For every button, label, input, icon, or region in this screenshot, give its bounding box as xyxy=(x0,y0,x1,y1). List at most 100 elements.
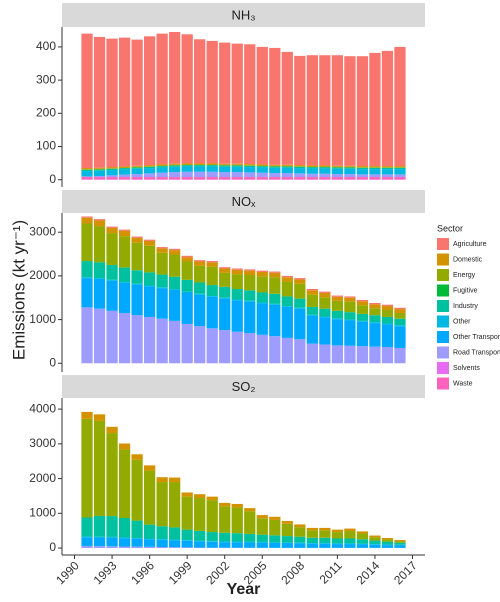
bar-segment xyxy=(331,168,344,175)
bar-segment xyxy=(394,540,406,542)
bar-segment xyxy=(131,237,143,243)
y-tick-label: 100 xyxy=(36,139,56,153)
bar-segment xyxy=(306,167,318,169)
bar-segment xyxy=(118,518,131,538)
bar-segment xyxy=(244,290,256,301)
bar-segment xyxy=(281,277,293,282)
bar-segment xyxy=(169,250,181,255)
bar-segment xyxy=(93,308,106,364)
bar-segment xyxy=(169,276,181,290)
bar-segment xyxy=(156,539,168,540)
bar-segment xyxy=(281,520,293,524)
y-tick-label: 3000 xyxy=(29,436,56,450)
bar-segment xyxy=(106,537,118,547)
bar-segment xyxy=(81,217,93,224)
bar-segment xyxy=(331,296,344,301)
bar-segment xyxy=(281,296,293,307)
bar-segment xyxy=(194,530,206,541)
bar-segment xyxy=(81,33,93,169)
bar-segment xyxy=(256,172,268,178)
bar-segment xyxy=(331,345,344,364)
bar-segment xyxy=(156,248,168,253)
bar-segment xyxy=(344,174,356,178)
bar-segment xyxy=(269,177,281,180)
bar-segment xyxy=(319,344,331,364)
bar-segment xyxy=(369,167,381,168)
x-tick-label: 2008 xyxy=(278,558,307,587)
bar-segment xyxy=(394,326,406,348)
bar-segment xyxy=(194,165,206,167)
bar-segment xyxy=(143,272,156,286)
bar-segment xyxy=(281,543,293,548)
bar-segment xyxy=(269,271,281,273)
bar-segment xyxy=(331,295,344,297)
bar-segment xyxy=(231,542,243,548)
legend-label: Other xyxy=(453,318,471,325)
bar-segment xyxy=(319,537,331,544)
bar-segment xyxy=(81,177,93,180)
bar-segment xyxy=(118,229,131,231)
bar-segment xyxy=(231,299,243,301)
bar-segment xyxy=(81,223,93,262)
bar-segment xyxy=(344,312,356,320)
bar-segment xyxy=(269,277,281,294)
bar-segment xyxy=(394,318,406,326)
bar-segment xyxy=(369,52,381,167)
bar-segment xyxy=(244,301,256,334)
bar-segment xyxy=(319,543,331,544)
bar-segment xyxy=(106,170,118,176)
bar-segment xyxy=(344,165,356,167)
bar-segment xyxy=(344,177,356,180)
bar-segment xyxy=(306,55,318,166)
bar-segment xyxy=(93,262,106,279)
bar-segment xyxy=(143,316,156,364)
bar-segment xyxy=(219,506,231,533)
bar-segment xyxy=(194,294,206,327)
bar-segment xyxy=(206,296,218,329)
bar-segment xyxy=(118,282,131,283)
bar-segment xyxy=(356,301,369,306)
bar-segment xyxy=(219,330,231,364)
bar-segment xyxy=(194,164,206,166)
bar-segment xyxy=(369,308,381,316)
facet-strip xyxy=(62,3,425,27)
bar-segment xyxy=(231,331,243,364)
legend-key xyxy=(437,269,449,281)
bar-segment xyxy=(344,297,356,302)
bar-segment xyxy=(106,280,118,311)
bar-segment xyxy=(319,173,331,178)
bar-segment xyxy=(169,31,181,164)
bar-segment xyxy=(344,543,356,545)
bar-segment xyxy=(206,541,218,548)
bar-segment xyxy=(344,56,356,166)
bar-segment xyxy=(294,307,306,309)
legend-key xyxy=(437,253,449,266)
bar-segment xyxy=(169,248,181,251)
bar-segment xyxy=(256,292,268,303)
y-tick-label: 200 xyxy=(36,105,56,119)
bar-segment xyxy=(106,233,118,265)
bar-segment xyxy=(306,166,318,168)
bar-segment xyxy=(344,301,356,313)
bar-segment xyxy=(231,274,243,290)
bar-segment xyxy=(269,164,281,166)
bar-segment xyxy=(319,543,331,548)
bar-segment xyxy=(331,166,344,168)
bar-segment xyxy=(306,306,318,315)
bar-segment xyxy=(219,542,231,548)
y-axis-title: Emissions (kt yr⁻¹) xyxy=(9,220,28,360)
bar-segment xyxy=(256,515,268,519)
bar-segment xyxy=(143,465,156,471)
y-tick-label: 1000 xyxy=(29,505,56,519)
bar-segment xyxy=(244,541,256,543)
x-tick-label: 2011 xyxy=(317,558,345,586)
bar-segment xyxy=(231,43,243,164)
legend-key xyxy=(437,238,449,250)
bar-segment xyxy=(206,171,218,178)
bar-segment xyxy=(394,313,406,319)
bar-segment xyxy=(194,163,206,165)
bar-segment xyxy=(219,165,231,167)
bar-segment xyxy=(106,177,118,180)
bar-segment xyxy=(381,545,394,548)
facet-title: NH₃ xyxy=(231,7,255,22)
